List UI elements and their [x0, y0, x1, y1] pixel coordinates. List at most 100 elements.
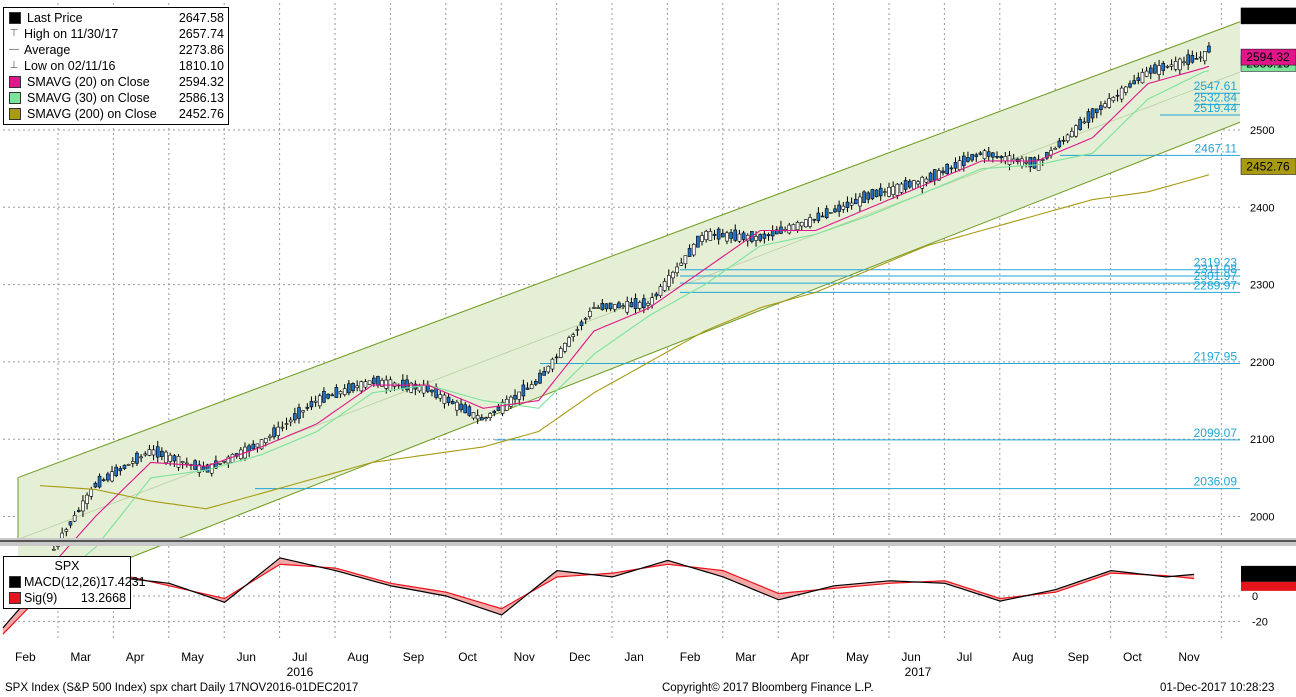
legend-row: SMAVG (200) on Close 2452.76 — [4, 106, 228, 122]
price-bar-body — [617, 302, 621, 309]
price-bar-body — [762, 233, 767, 239]
price-bar-body — [355, 385, 359, 388]
price-bar-body — [151, 449, 156, 456]
macd-value-tag-text: 17.4231 — [1246, 567, 1290, 581]
price-bar-body — [305, 406, 310, 409]
price-bar-body — [367, 380, 372, 385]
price-bar-body — [646, 303, 650, 306]
price-bar-body — [941, 170, 945, 174]
macd-value-tag-box — [1241, 565, 1296, 582]
black-square-icon — [9, 576, 21, 588]
price-bar-body — [155, 446, 160, 458]
x-tick-label: Aug — [347, 650, 368, 664]
price-bar-body — [322, 391, 326, 403]
price-bar-body — [401, 379, 405, 390]
price-bar-body — [438, 394, 443, 399]
x-tick-label: Sep — [403, 650, 425, 664]
price-bar-body — [446, 396, 451, 403]
price-bar-body — [1140, 72, 1145, 84]
price-bar-body — [1061, 140, 1066, 142]
price-bar-body — [1132, 80, 1136, 85]
legend-row: — Average 2273.86 — [4, 42, 228, 58]
price-bar-body — [712, 233, 717, 236]
fib-level-label: 2289.97 — [1194, 278, 1238, 292]
year-label-2016: 2016 — [287, 665, 314, 679]
price-bar-body — [953, 162, 958, 169]
price-bar-body — [841, 205, 846, 210]
price-bar-body — [517, 391, 522, 400]
price-bar-body — [588, 310, 592, 317]
fib-level-label: 2519.44 — [1194, 101, 1238, 115]
price-bar-body — [637, 302, 642, 309]
price-bar-body — [205, 464, 210, 473]
price-bar-body — [1115, 94, 1120, 97]
price-bar-body — [1161, 62, 1166, 71]
price-bar-body — [297, 407, 301, 419]
price-bar-body — [899, 183, 904, 193]
price-bar-body — [421, 385, 426, 394]
x-tick-label: Feb — [15, 650, 36, 664]
price-bar-body — [480, 417, 484, 421]
price-bar-body — [351, 383, 355, 392]
x-tick-label: May — [846, 650, 869, 664]
price-bar-body — [126, 463, 131, 466]
price-bar-body — [1128, 83, 1132, 88]
price-bar-body — [853, 198, 858, 205]
price-bar-body — [122, 464, 127, 469]
price-bar-body — [700, 235, 704, 242]
price-bar-body — [883, 191, 887, 193]
price-bar-body — [928, 172, 933, 182]
price-bar-body — [1157, 65, 1161, 75]
legend-item-value: 2657.74 — [178, 27, 224, 41]
y-tick-label: 2100 — [1250, 434, 1274, 446]
price-bar-body — [172, 455, 177, 462]
average-line-icon: — — [9, 44, 19, 55]
price-bar-body — [1148, 67, 1153, 74]
fib-level-label: 2467.11 — [1195, 141, 1238, 155]
fib-level-label: 2311.08 — [1195, 262, 1238, 276]
price-bar-body — [1086, 111, 1091, 123]
price-bar-body — [986, 151, 991, 157]
channel-upper-line — [17, 21, 1241, 479]
price-bar-body — [280, 426, 285, 429]
price-bar-body — [662, 281, 667, 291]
price-bar-body — [89, 489, 94, 497]
macd-legend-row: Sig(9) 13.2668 — [4, 590, 130, 606]
price-bar-body — [633, 298, 638, 310]
legend-item-value: 2586.13 — [178, 91, 224, 105]
price-bar-body — [342, 388, 347, 395]
price-bar-body — [251, 443, 256, 450]
price-bar-body — [347, 383, 351, 394]
olive-square-icon — [9, 108, 21, 120]
price-bar-body — [775, 229, 779, 235]
price-bar-body — [1153, 64, 1157, 74]
price-bar-body — [563, 343, 567, 352]
price-bar-body — [754, 236, 758, 241]
legend-row: ⊤ High on 11/30/17 2657.74 — [4, 26, 228, 42]
fib-level-label: 2532.84 — [1194, 91, 1238, 105]
year-label-2017: 2017 — [905, 665, 932, 679]
price-bar-body — [612, 304, 617, 310]
magenta-square-icon — [9, 76, 21, 88]
price-bar-body — [463, 404, 467, 414]
price-bar-body — [691, 243, 696, 256]
price-bar-body — [52, 548, 56, 551]
price-bar-body — [1007, 155, 1012, 165]
x-tick-label: Apr — [126, 650, 145, 664]
price-bar-body — [384, 379, 389, 389]
price-bar-body — [970, 154, 974, 161]
price-bar-body — [675, 266, 679, 274]
price-bar-body — [824, 208, 829, 218]
price-bar-body — [450, 401, 455, 405]
sma20-line — [39, 65, 1210, 579]
price-bar-body — [276, 426, 281, 436]
price-bar-body — [1198, 56, 1203, 59]
price-bar-body — [837, 204, 841, 212]
x-tick-label: Aug — [1012, 650, 1033, 664]
price-bar-body — [696, 235, 700, 248]
price-bar-body — [1020, 158, 1024, 167]
price-bar-body — [81, 500, 85, 512]
price-bar-body — [230, 453, 235, 463]
